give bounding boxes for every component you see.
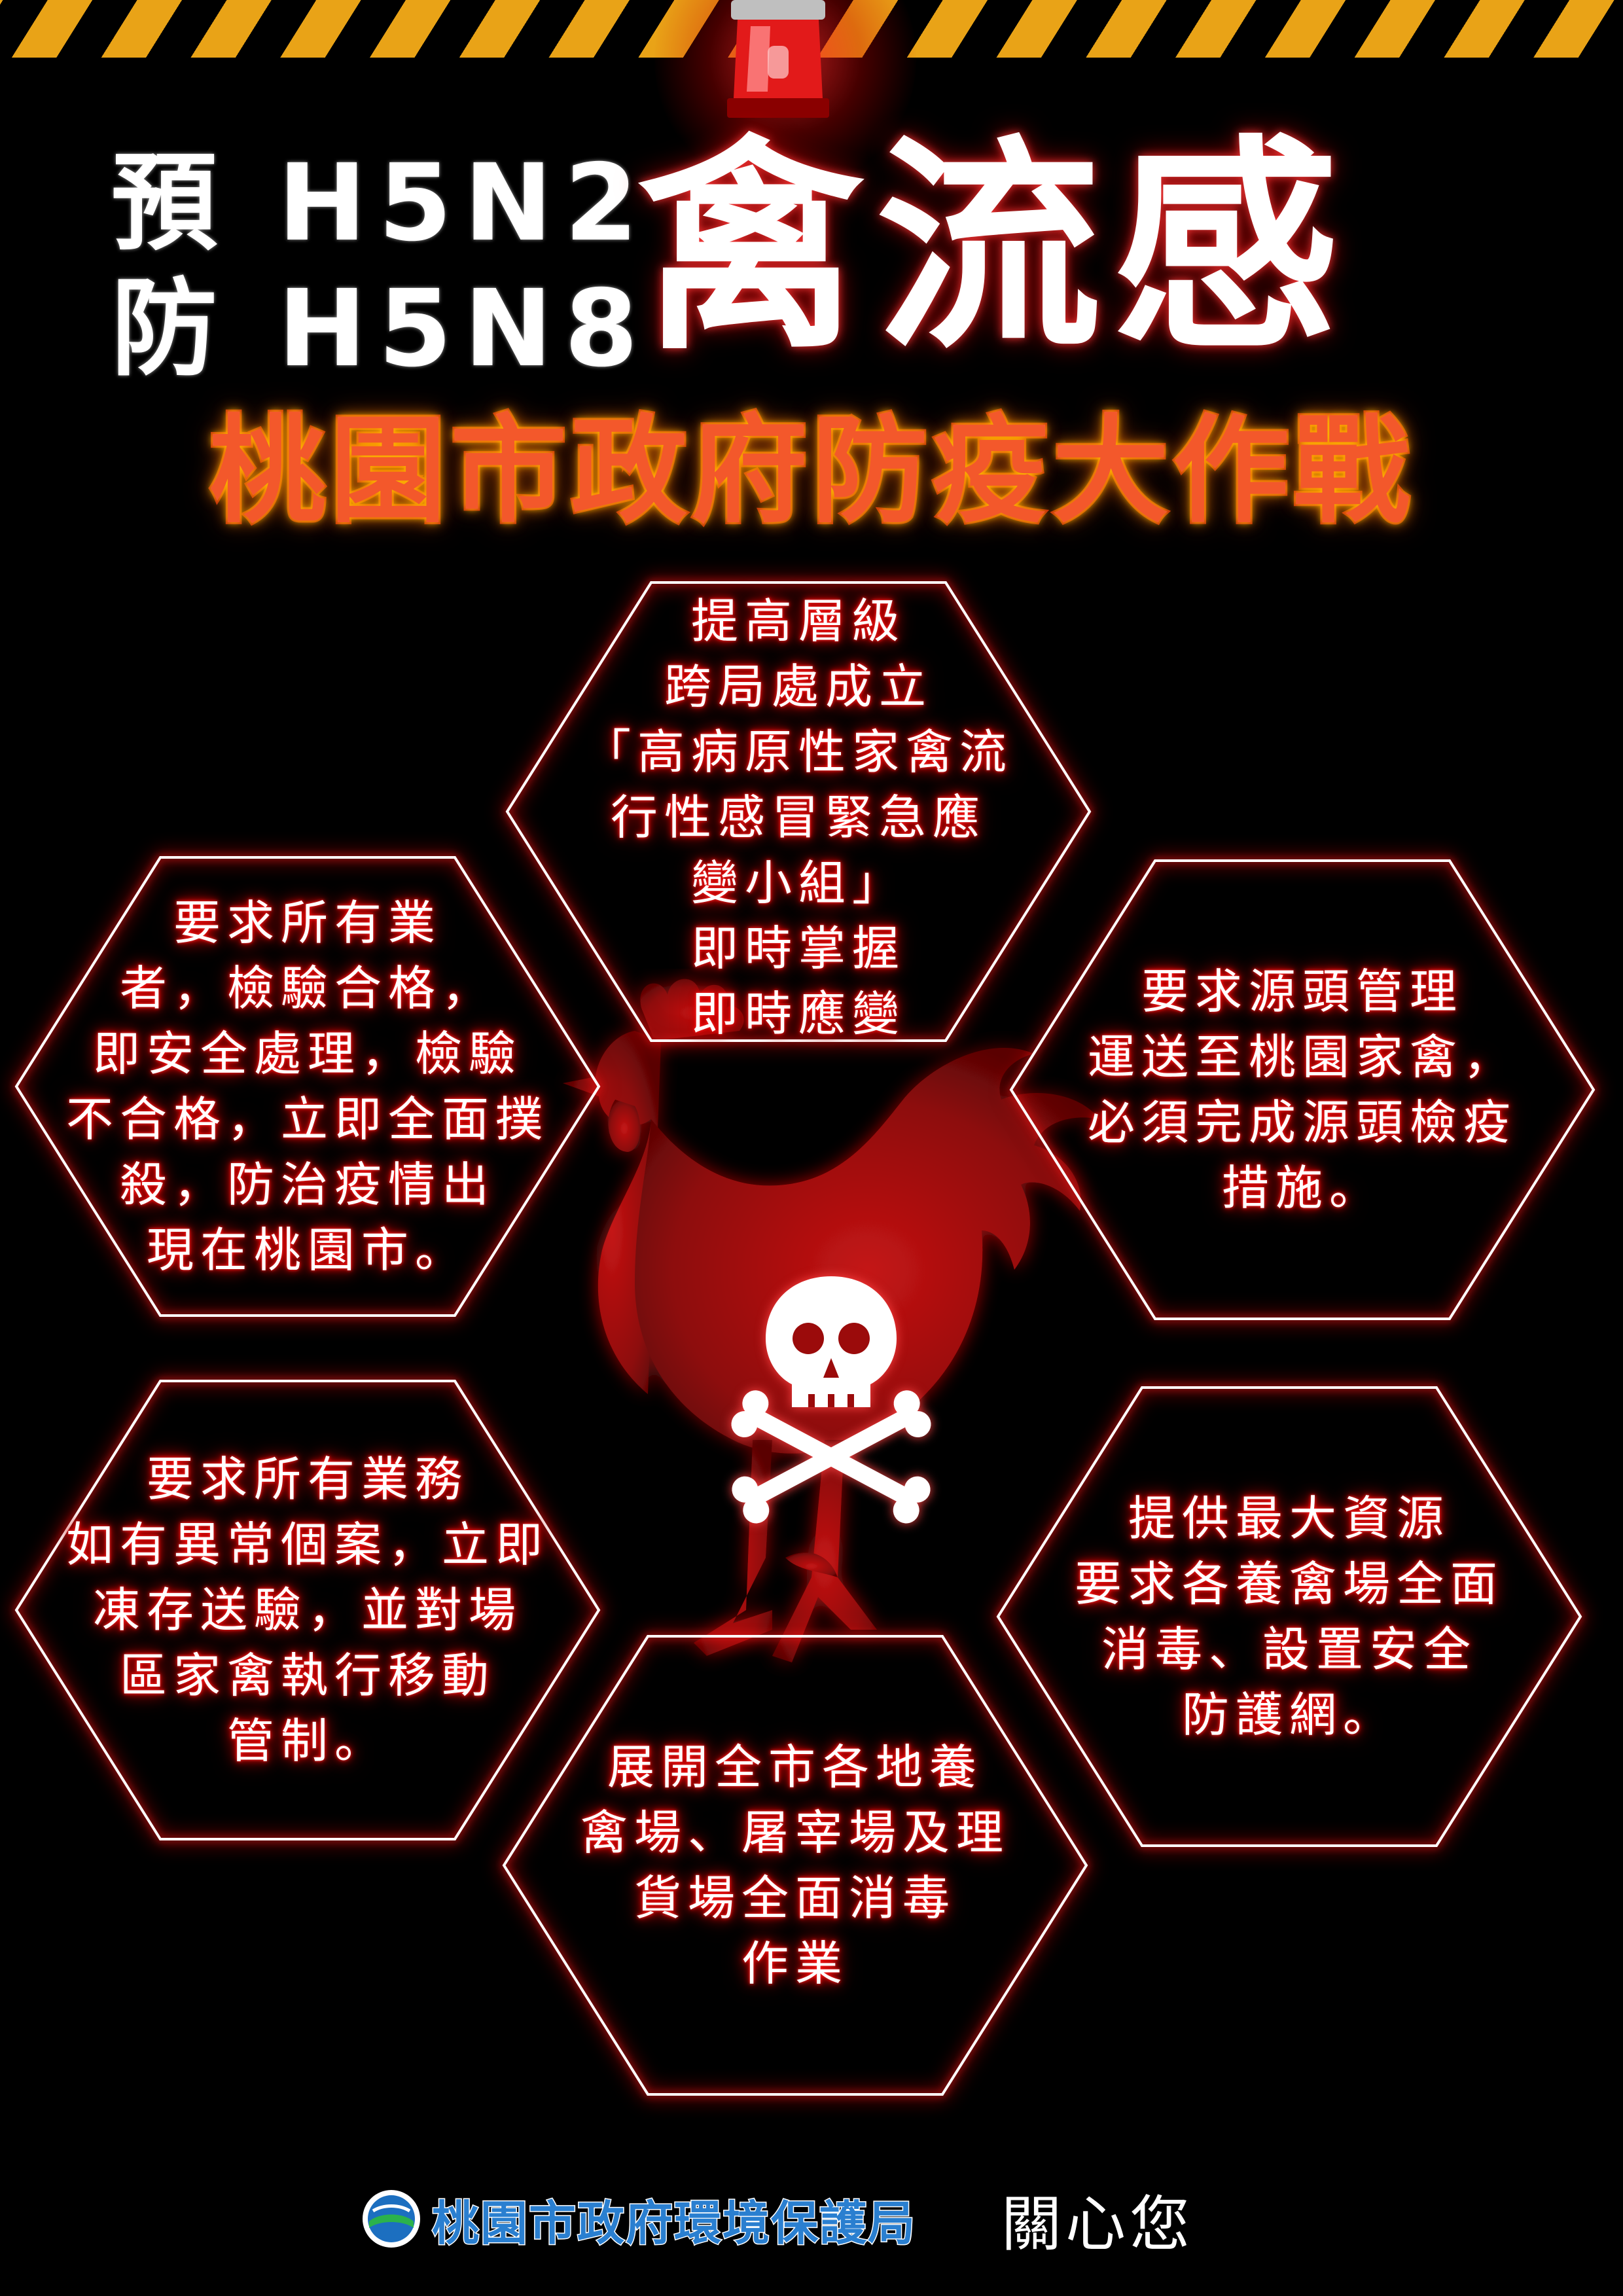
hexagon-card-5: 提供最大資源 要求各養禽場全面 消毒、設置安全 防護網。 [995,1384,1584,1849]
hexagon-text-line: 運送至桃園家禽， [1087,1030,1517,1085]
title-line-1: 預 H5N2 [111,142,650,265]
hexagon-text-line: 要求源頭管理 [1141,964,1463,1019]
hexagon-text-line: 管制。 [226,1713,388,1768]
hexagon-text-line: 要求所有業務 [146,1452,469,1507]
hexagon-text-line: 即安全處理，檢驗 [92,1026,522,1081]
hexagon-text-line: 如有異常個案，立即 [65,1517,549,1572]
footer-slogan: 關心您 [1001,2189,1194,2259]
title-line-2: 防 H5N8 [111,268,650,391]
footer-organization: 桃園市政府環境保護局 [431,2194,917,2251]
hexagon-text-line: 提供最大資源 [1128,1491,1450,1546]
hexagon-text-line: 跨局處成立 [664,659,933,714]
hexagon-text-line: 要求所有業 [173,895,442,950]
disease-strains-title: 預 H5N2 防 H5N8 [111,141,650,392]
hexagon-text-line: 變小組」 [690,855,906,910]
hexagon-text-line: 展開全市各地養 [607,1740,983,1795]
hexagon-card-3: 要求源頭管理 運送至桃園家禽， 必須完成源頭檢疫 措施。 [1008,857,1597,1322]
hexagon-text-line: 作業 [741,1936,849,1991]
hexagon-text-line: 必須完成源頭檢疫 [1087,1095,1517,1150]
hexagon-text-line: 要求各養禽場全面 [1074,1556,1504,1611]
hexagon-text-line: 提高層級 [690,594,906,649]
hexagon-text-line: 行性感冒緊急應 [610,790,986,845]
hexagon-text-line: 不合格，立即全面撲 [65,1092,549,1147]
hexagon-card-2: 要求所有業 者，檢驗合格， 即安全處理，檢驗 不合格，立即全面撲 殺，防治疫情出… [13,854,602,1319]
hexagon-text-line: 禽場、屠宰場及理 [580,1805,1010,1860]
hexagon-text-line: 即時掌握 [690,921,906,976]
hexagon-text-line: 防護網。 [1181,1687,1397,1742]
skull-crossbones-icon [731,1276,931,1524]
page-subtitle: 桃園市政府防疫大作戰 [207,401,1414,541]
hexagon-text-line: 貨場全面消毒 [633,1871,956,1926]
hexagon-text-line: 即時應變 [690,986,906,1041]
hexagon-text-line: 消毒、設置安全 [1101,1622,1477,1677]
hexagon-text-line: 現在桃園市。 [146,1223,469,1278]
siren-icon [727,0,829,118]
footer: 桃園市政府環境保護局 關心您 [360,2176,1194,2261]
hexagon-text-line: 殺，防治疫情出 [119,1157,495,1212]
rooster-icon [563,978,1099,1662]
hexagon-text-line: 「高病原性家禽流 [583,725,1013,780]
hexagon-text-line: 者，檢驗合格， [119,961,495,1016]
hexagon-card-6: 展開全市各地養 禽場、屠宰場及理 貨場全面消毒 作業 [501,1633,1090,2098]
page-title: 禽流感 [638,117,1351,380]
hexagon-text-line: 凍存送驗，並對場 [92,1583,522,1638]
hexagon-card-4: 要求所有業務 如有異常個案，立即 凍存送驗，並對場 區家禽執行移動 管制。 [13,1378,602,1842]
hexagon-card-1: 提高層級 跨局處成立 「高病原性家禽流 行性感冒緊急應 變小組」 即時掌握 即時… [504,579,1093,1044]
epa-logo-icon [363,2190,420,2248]
hexagon-text-line: 區家禽執行移動 [119,1648,495,1703]
hexagon-text-line: 措施。 [1221,1160,1383,1215]
